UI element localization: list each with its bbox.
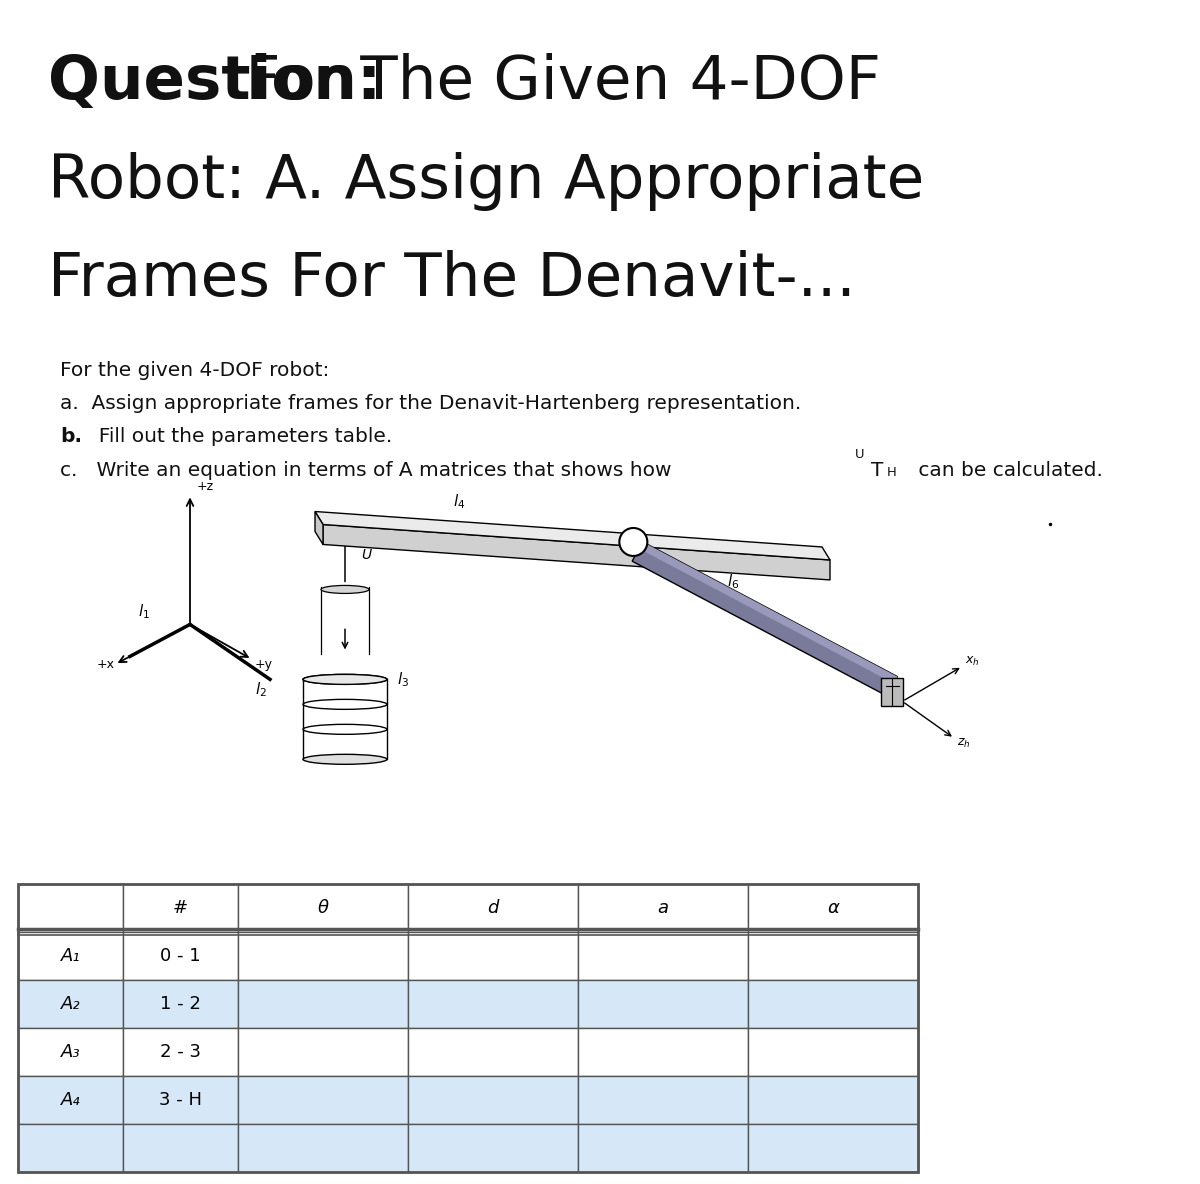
Bar	[408, 932, 578, 980]
Bar	[748, 1124, 918, 1172]
Bar	[124, 932, 238, 980]
Bar	[18, 1028, 124, 1076]
Bar	[748, 980, 918, 1028]
Bar	[238, 884, 408, 932]
Text: can be calculated.: can be calculated.	[912, 461, 1103, 480]
Bar	[748, 1028, 918, 1076]
Polygon shape	[881, 678, 904, 706]
Bar	[124, 1076, 238, 1124]
Text: 2 - 3: 2 - 3	[160, 1043, 202, 1061]
Text: +x: +x	[97, 658, 115, 671]
Bar	[578, 1076, 748, 1124]
Text: α: α	[827, 899, 839, 918]
Text: A₂: A₂	[61, 995, 80, 1014]
Text: H: H	[887, 466, 896, 480]
Bar	[18, 884, 918, 1172]
Text: A₄: A₄	[61, 1092, 80, 1109]
Text: $z_h$: $z_h$	[958, 738, 971, 751]
Text: b.: b.	[60, 427, 82, 446]
Text: $x_h$: $x_h$	[965, 656, 980, 669]
Bar	[238, 980, 408, 1028]
Bar	[18, 1124, 124, 1172]
Circle shape	[619, 528, 647, 556]
Text: $l_4$: $l_4$	[454, 493, 466, 511]
Text: $l_3$: $l_3$	[397, 670, 409, 689]
Polygon shape	[314, 511, 323, 545]
Bar	[578, 1028, 748, 1076]
Ellipse shape	[322, 585, 370, 593]
Bar	[578, 980, 748, 1028]
Text: For the given 4-DOF robot:: For the given 4-DOF robot:	[60, 361, 329, 380]
Polygon shape	[638, 542, 898, 683]
Bar	[238, 932, 408, 980]
Bar	[408, 980, 578, 1028]
Bar	[408, 884, 578, 932]
Text: $l_5$: $l_5$	[602, 545, 614, 564]
Text: $l_6$: $l_6$	[727, 572, 739, 591]
Bar	[748, 1076, 918, 1124]
Bar	[18, 980, 124, 1028]
Text: d: d	[487, 899, 499, 918]
Text: c.   Write an equation in terms of A matrices that shows how: c. Write an equation in terms of A matri…	[60, 461, 678, 480]
Text: a: a	[658, 899, 668, 918]
Bar	[124, 1124, 238, 1172]
Bar	[578, 1124, 748, 1172]
Bar	[578, 932, 748, 980]
Ellipse shape	[302, 754, 386, 765]
Text: +y: +y	[254, 658, 274, 671]
Text: $l_2$: $l_2$	[254, 681, 266, 699]
Text: 3 - H: 3 - H	[158, 1092, 202, 1109]
Bar	[408, 1028, 578, 1076]
Text: Robot: A. Assign Appropriate: Robot: A. Assign Appropriate	[48, 152, 924, 211]
Text: 0 - 1: 0 - 1	[160, 947, 200, 965]
Bar	[124, 980, 238, 1028]
Bar	[238, 1028, 408, 1076]
Polygon shape	[632, 542, 898, 696]
Text: 1 - 2: 1 - 2	[160, 995, 200, 1014]
Text: Fill out the parameters table.: Fill out the parameters table.	[86, 427, 392, 446]
Text: a.  Assign appropriate frames for the Denavit-Hartenberg representation.: a. Assign appropriate frames for the Den…	[60, 394, 802, 413]
Text: U: U	[361, 548, 371, 562]
Text: Question:: Question:	[48, 53, 382, 112]
Text: Frames For The Denavit-...: Frames For The Denavit-...	[48, 250, 856, 309]
Bar	[124, 1028, 238, 1076]
Text: T: T	[871, 461, 883, 480]
Bar	[408, 1076, 578, 1124]
Bar	[578, 884, 748, 932]
Bar	[238, 1076, 408, 1124]
Bar	[18, 932, 124, 980]
Text: A₃: A₃	[61, 1043, 80, 1061]
Text: A₁: A₁	[61, 947, 80, 965]
Text: θ: θ	[318, 899, 329, 918]
Text: $l_1$: $l_1$	[138, 603, 150, 622]
Polygon shape	[323, 525, 830, 580]
Ellipse shape	[302, 675, 386, 684]
Text: #: #	[173, 899, 188, 918]
Bar	[238, 1124, 408, 1172]
Polygon shape	[314, 511, 830, 560]
Bar	[18, 884, 124, 932]
Bar	[408, 1124, 578, 1172]
Bar	[748, 884, 918, 932]
Bar	[748, 932, 918, 980]
Bar	[124, 884, 238, 932]
Bar	[18, 1076, 124, 1124]
Text: For The Given 4-DOF: For The Given 4-DOF	[226, 53, 881, 112]
Text: U: U	[854, 448, 864, 461]
Text: +z: +z	[197, 480, 214, 493]
